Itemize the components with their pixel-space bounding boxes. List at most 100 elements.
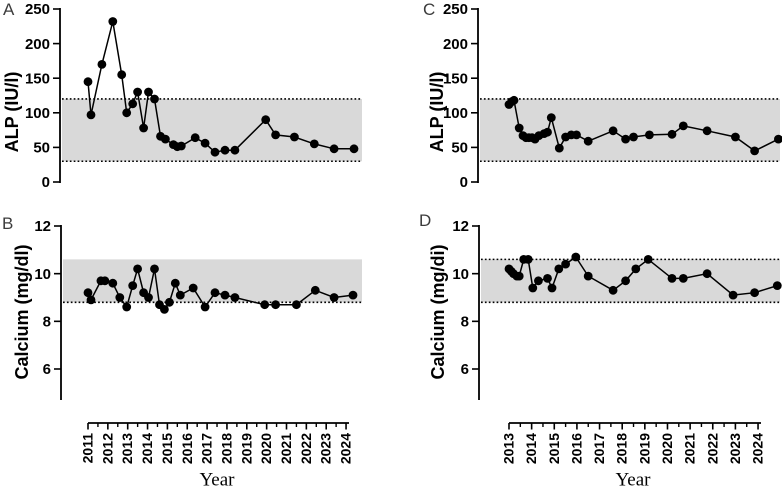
y-tick-label: 0 xyxy=(42,174,50,191)
data-point xyxy=(122,302,132,312)
data-point xyxy=(83,77,93,87)
data-point xyxy=(774,134,782,144)
data-point xyxy=(554,264,564,274)
data-point xyxy=(546,113,556,122)
panel-d-group: 6 8 10 12 xyxy=(452,218,782,400)
y-tick-label: 100 xyxy=(443,105,468,122)
panel-b-group: 6 8 10 12 xyxy=(34,218,362,400)
data-point xyxy=(750,146,759,156)
data-point xyxy=(220,145,230,155)
x-axis-label-year-left: Year xyxy=(199,469,235,491)
x-tick-label-year: 2015 xyxy=(159,433,175,464)
y-tick-label: 200 xyxy=(443,36,468,53)
data-point xyxy=(165,297,174,307)
panel-letter-c: C xyxy=(423,0,436,19)
data-point xyxy=(210,147,220,157)
x-tick-label-year: 2013 xyxy=(501,433,517,464)
x-tick-label-year: 2018 xyxy=(218,433,234,464)
data-point xyxy=(349,144,359,154)
panel-letter-b: B xyxy=(2,214,14,233)
y-tick-label: 150 xyxy=(443,70,468,87)
panel-c-group: 0 50 100 150 200 250 xyxy=(443,1,782,191)
data-point xyxy=(261,115,271,125)
x-tick-label-year: 2023 xyxy=(727,433,743,464)
data-point xyxy=(175,290,185,300)
data-point xyxy=(678,121,688,131)
data-point xyxy=(329,293,339,302)
data-point xyxy=(528,283,538,293)
x-tick-label-year: 2019 xyxy=(636,433,652,464)
data-point xyxy=(329,144,339,154)
y-tick-label: 150 xyxy=(25,70,50,87)
data-point xyxy=(514,123,524,133)
y-tick-label: 10 xyxy=(452,266,469,283)
data-point xyxy=(133,87,143,97)
data-point xyxy=(583,271,593,281)
y-tick-label: 100 xyxy=(25,105,50,122)
data-point xyxy=(86,110,96,120)
data-point xyxy=(117,70,127,80)
x-tick-label-year: 2022 xyxy=(704,433,720,464)
data-point xyxy=(667,274,677,283)
data-point xyxy=(188,283,198,293)
data-point xyxy=(629,132,638,142)
y-tick-label: 6 xyxy=(461,361,469,378)
data-point xyxy=(547,283,557,293)
x-tick-label-year: 2024 xyxy=(338,433,354,464)
data-point xyxy=(97,60,107,69)
data-point xyxy=(509,95,519,105)
data-point xyxy=(108,278,118,288)
data-point xyxy=(144,293,153,302)
x-tick-label-year: 2021 xyxy=(682,433,698,464)
data-point xyxy=(271,300,280,310)
y-tick-label: 50 xyxy=(33,140,50,157)
data-point xyxy=(534,276,543,286)
data-point xyxy=(100,276,110,286)
data-point xyxy=(292,300,301,310)
data-point xyxy=(290,132,299,142)
data-point xyxy=(271,130,280,140)
x-tick-label-year: 2019 xyxy=(238,433,254,464)
y-tick-label: 250 xyxy=(25,1,50,18)
data-point xyxy=(108,17,118,26)
data-point xyxy=(230,145,240,155)
data-point xyxy=(583,136,593,146)
x-tick-label-year: 2013 xyxy=(119,433,135,464)
data-point xyxy=(128,99,138,109)
data-point xyxy=(161,134,170,144)
data-point xyxy=(514,271,524,281)
x-axis-label-year-right: Year xyxy=(615,469,651,491)
x-tick-label-year: 2017 xyxy=(199,433,215,464)
y-tick-label: 250 xyxy=(443,1,468,18)
data-point xyxy=(731,132,740,142)
y-tick-label: 12 xyxy=(452,218,469,235)
data-point xyxy=(200,138,210,148)
x-tick-label-year: 2014 xyxy=(523,433,539,464)
data-point xyxy=(190,133,200,143)
data-point xyxy=(133,264,143,274)
data-point xyxy=(348,290,358,300)
data-point xyxy=(170,278,180,288)
y-tick-label: 8 xyxy=(43,314,51,331)
data-point xyxy=(230,293,240,302)
y-axis-label-calcium-right: Calcium (mg/di) xyxy=(428,244,448,380)
x-tick-label-year: 2015 xyxy=(546,433,562,464)
data-point xyxy=(608,285,618,295)
data-point xyxy=(554,143,564,153)
y-tick-label: 200 xyxy=(25,36,50,53)
data-point xyxy=(571,252,581,262)
x-axis-left: 2011 2012 2013 2014 2015 2016 2017 2018 2019 2020… xyxy=(80,422,354,464)
data-point xyxy=(621,134,630,144)
data-point xyxy=(200,302,210,312)
data-point xyxy=(115,293,125,302)
data-point xyxy=(150,264,159,274)
data-point xyxy=(572,130,581,140)
data-point xyxy=(643,255,653,264)
y-tick-label: 12 xyxy=(34,218,51,235)
x-tick-label-year: 2016 xyxy=(179,433,195,464)
data-point xyxy=(122,108,132,118)
data-point xyxy=(83,288,93,298)
data-point xyxy=(702,126,712,136)
data-point xyxy=(139,123,149,133)
data-point xyxy=(86,295,96,305)
